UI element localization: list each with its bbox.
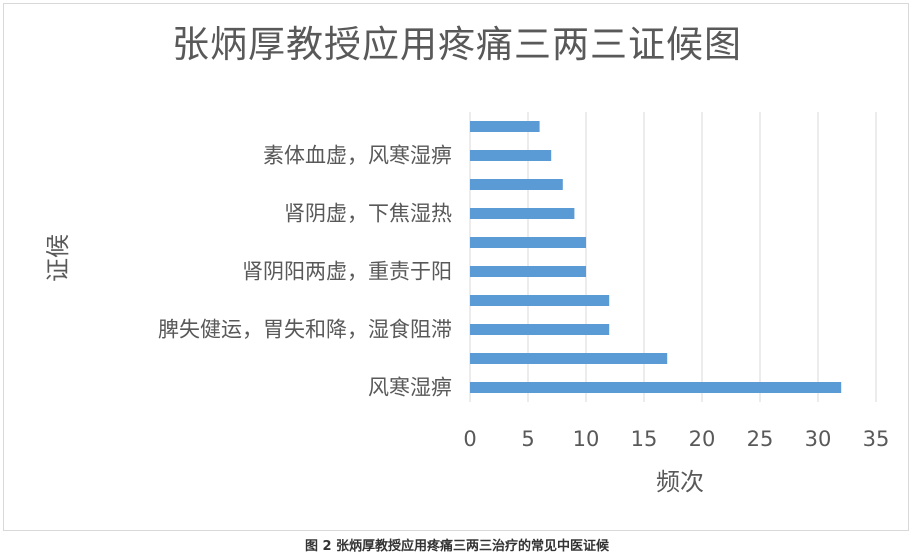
- x-tick-label: 5: [521, 427, 534, 451]
- bar-8: [470, 324, 610, 335]
- bar-9: [470, 353, 668, 364]
- y-category-label: 素体血虚，风寒湿痹: [263, 144, 452, 168]
- figure-caption: 图 2 张炳厚教授应用疼痛三两三治疗的常见中医证候: [304, 539, 610, 554]
- x-tick-label: 25: [747, 427, 774, 451]
- x-tick-label: 30: [805, 427, 832, 451]
- x-tick-label: 15: [631, 427, 658, 451]
- x-tick-label: 20: [689, 427, 716, 451]
- x-axis-title: 频次: [656, 468, 704, 496]
- bar-1: [470, 121, 540, 132]
- bar-3: [470, 179, 563, 190]
- x-tick-label: 0: [463, 427, 476, 451]
- bar-2: [470, 150, 552, 161]
- y-category-label: 肾阴虚，下焦湿热: [284, 202, 452, 226]
- bar-10: [470, 382, 842, 393]
- bar-6: [470, 266, 586, 277]
- y-category-label: 肾阴阳两虚，重责于阳: [242, 260, 452, 284]
- bar-4: [470, 208, 575, 219]
- chart-title: 张炳厚教授应用疼痛三两三证候图: [172, 23, 742, 66]
- bar-5: [470, 237, 586, 248]
- y-category-label: 脾失健运，胃失和降，湿食阻滞: [158, 318, 452, 342]
- chart-frame: [3, 3, 909, 531]
- y-category-label: 风寒湿痹: [368, 376, 452, 400]
- x-tick-label: 35: [863, 427, 890, 451]
- bar-7: [470, 295, 610, 306]
- x-tick-label: 10: [573, 427, 600, 451]
